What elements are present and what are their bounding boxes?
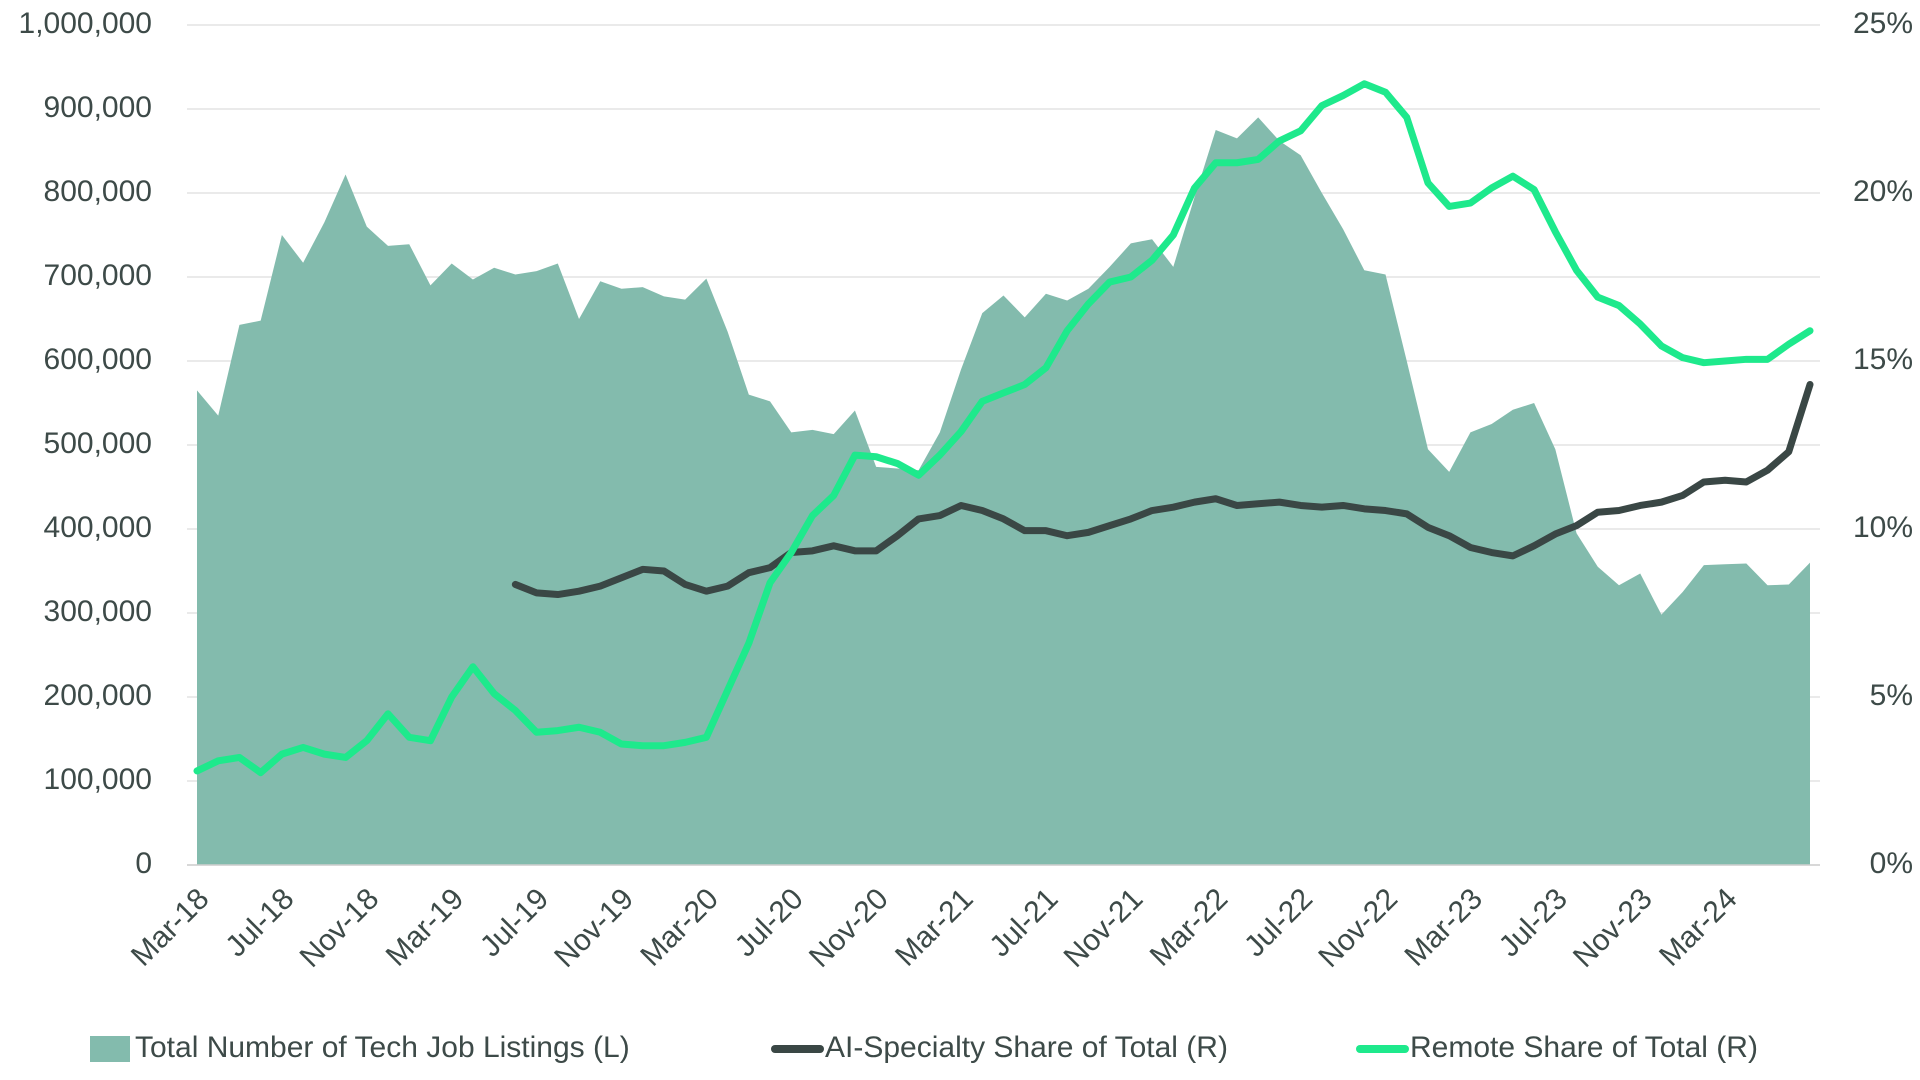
x-tick-label: Nov-21 — [1058, 882, 1150, 974]
legend-swatch — [90, 1036, 130, 1062]
y-tick-label: 0 — [135, 847, 152, 880]
line — [511, 381, 1814, 599]
y2-tick-label: 15% — [1853, 343, 1913, 376]
x-tick-label: Mar-20 — [634, 882, 725, 973]
x-tick-label: Mar-21 — [889, 882, 980, 973]
x-tick-label: Nov-19 — [548, 882, 640, 974]
x-tick-label: Nov-20 — [803, 882, 895, 974]
x-tick-label: Mar-22 — [1144, 882, 1235, 973]
x-tick-label: Nov-18 — [294, 882, 386, 974]
area — [197, 117, 1810, 865]
legend-item: AI-Specialty Share of Total (R) — [771, 1031, 1228, 1064]
line — [193, 80, 1814, 777]
x-tick-label: Mar-18 — [125, 882, 216, 973]
marks — [193, 80, 1814, 865]
x-tick-label: Jul-19 — [474, 882, 555, 963]
y2-tick-label: 25% — [1853, 7, 1913, 40]
x-tick-label: Jul-20 — [729, 882, 810, 963]
y2-tick-label: 10% — [1853, 511, 1913, 544]
y-tick-label: 100,000 — [44, 763, 152, 796]
x-tick-label: Mar-23 — [1398, 882, 1489, 973]
y-tick-label: 900,000 — [44, 91, 152, 124]
x-tick-label: Mar-24 — [1653, 882, 1744, 973]
x-tick-label: Nov-23 — [1567, 882, 1659, 974]
legend-label: Remote Share of Total (R) — [1410, 1031, 1758, 1064]
y-tick-label: 200,000 — [44, 679, 152, 712]
legend-item: Total Number of Tech Job Listings (L) — [90, 1031, 630, 1064]
y-tick-label: 400,000 — [44, 511, 152, 544]
y2-tick-label: 0% — [1870, 847, 1913, 880]
y2-tick-label: 5% — [1870, 679, 1913, 712]
y-tick-label: 700,000 — [44, 259, 152, 292]
x-tick-label: Nov-22 — [1312, 882, 1404, 974]
x-tick-label: Jul-21 — [983, 882, 1064, 963]
legend-item: Remote Share of Total (R) — [1356, 1031, 1758, 1064]
legend-label: AI-Specialty Share of Total (R) — [825, 1031, 1228, 1064]
y-tick-label: 500,000 — [44, 427, 152, 460]
y-tick-label: 1,000,000 — [19, 7, 152, 40]
legend-label: Total Number of Tech Job Listings (L) — [135, 1031, 630, 1064]
y-tick-label: 600,000 — [44, 343, 152, 376]
x-tick-label: Jul-22 — [1238, 882, 1319, 963]
y-tick-label: 300,000 — [44, 595, 152, 628]
x-tick-label: Mar-19 — [380, 882, 471, 973]
y-tick-label: 800,000 — [44, 175, 152, 208]
y2-tick-label: 20% — [1853, 175, 1913, 208]
x-tick-label: Jul-18 — [219, 882, 300, 963]
x-tick-label: Jul-23 — [1493, 882, 1574, 963]
